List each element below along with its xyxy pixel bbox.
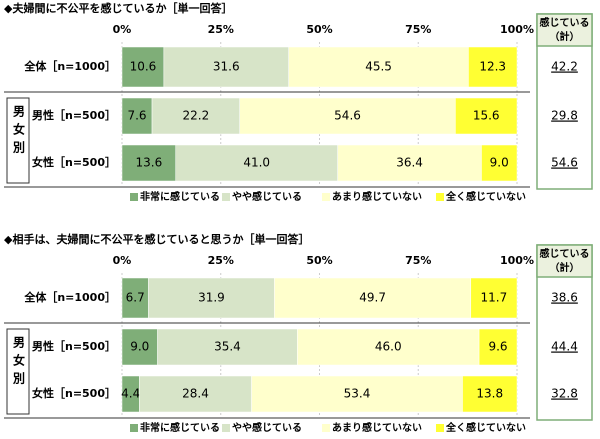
group-box <box>6 328 30 415</box>
bar <box>148 277 275 319</box>
bar <box>121 97 153 135</box>
value-label: 36.4 <box>396 156 423 170</box>
value-label: 31.9 <box>198 291 225 305</box>
x-tick-label: 25% <box>208 23 234 36</box>
value-label: 31.6 <box>213 60 240 74</box>
value-label: 10.6 <box>130 60 157 74</box>
bar <box>455 97 518 135</box>
bar <box>139 375 252 413</box>
x-tick-label: 75% <box>405 23 431 36</box>
value-label: 9.0 <box>130 340 149 354</box>
bar <box>337 144 482 182</box>
value-label: 53.4 <box>344 387 371 401</box>
y-tick-label: 女性［n=500］ <box>32 155 116 169</box>
legend-swatch <box>322 424 330 432</box>
value-label: 28.4 <box>182 387 209 401</box>
value-label: 49.7 <box>359 291 386 305</box>
legend-swatch <box>436 424 444 432</box>
x-tick-label: 50% <box>306 23 332 36</box>
x-tick-label: 100% <box>500 254 534 267</box>
bar <box>462 375 518 413</box>
value-label: 12.3 <box>479 60 506 74</box>
bar <box>157 328 298 366</box>
summary-value: 29.8 <box>551 109 578 123</box>
y-tick-label: 女性［n=500］ <box>32 386 116 400</box>
y-tick-label: 男性［n=500］ <box>32 339 116 353</box>
y-tick-label: 男性［n=500］ <box>32 108 116 122</box>
bar <box>163 46 289 88</box>
summary-value: 54.6 <box>551 156 578 170</box>
bar <box>151 97 240 135</box>
value-label: 54.6 <box>334 109 361 123</box>
value-label: 6.7 <box>126 291 145 305</box>
legend-label: やや感じている <box>232 421 302 434</box>
bar <box>481 144 518 182</box>
legend-swatch <box>130 193 138 201</box>
y-tick-label: 全体［n=1000］ <box>23 59 116 73</box>
value-label: 7.6 <box>127 109 146 123</box>
legend-label: あまり感じていない <box>332 421 422 434</box>
value-label: 9.6 <box>488 340 507 354</box>
summary-header-label: （計） <box>550 261 580 274</box>
summary-header <box>536 244 593 278</box>
summary-value: 44.4 <box>551 340 578 354</box>
legend-label: 非常に感じている <box>140 421 220 434</box>
legend-label: 非常に感じている <box>140 190 220 203</box>
summary-header-label: （計） <box>550 30 580 43</box>
bar <box>297 328 480 366</box>
group-label: 男女別 <box>12 336 26 390</box>
legend-label: 全く感じていない <box>445 190 526 203</box>
legend-swatch <box>322 193 330 201</box>
bar <box>274 277 472 319</box>
group-box <box>6 97 30 184</box>
legend-swatch <box>130 424 138 432</box>
bar <box>478 328 518 366</box>
x-tick-label: 25% <box>208 254 234 267</box>
bar <box>251 375 463 413</box>
summary-value: 32.8 <box>551 387 578 401</box>
bar <box>288 46 469 88</box>
bar <box>121 144 176 182</box>
legend-swatch <box>222 193 230 201</box>
chart-title: ◆夫婦間に不公平を感じているか［単一回答］ <box>4 1 232 15</box>
summary-header <box>536 13 593 47</box>
value-label: 13.8 <box>476 387 503 401</box>
legend-label: やや感じている <box>232 190 302 203</box>
bar <box>121 328 158 366</box>
value-label: 35.4 <box>214 340 241 354</box>
legend-label: 全く感じていない <box>445 421 526 434</box>
chart-title: ◆相手は、夫婦間に不公平を感じていると思うか［単一回答］ <box>4 232 309 246</box>
x-tick-label: 0% <box>113 23 132 36</box>
value-label: 4.4 <box>121 387 140 401</box>
value-label: 46.0 <box>375 340 402 354</box>
value-label: 45.5 <box>365 60 392 74</box>
summary-value: 38.6 <box>551 291 578 305</box>
summary-value: 42.2 <box>551 60 578 74</box>
bar <box>468 46 518 88</box>
group-label: 男女別 <box>12 105 26 159</box>
legend-label: あまり感じていない <box>332 190 422 203</box>
value-label: 15.6 <box>473 109 500 123</box>
bar <box>175 144 338 182</box>
x-tick-label: 0% <box>113 254 132 267</box>
bar <box>470 277 518 319</box>
value-label: 9.0 <box>490 156 509 170</box>
legend-swatch <box>222 424 230 432</box>
legend-swatch <box>436 193 444 201</box>
x-tick-label: 50% <box>306 254 332 267</box>
value-label: 13.6 <box>136 156 163 170</box>
value-label: 11.7 <box>481 291 508 305</box>
value-label: 22.2 <box>183 109 210 123</box>
summary-header-label: 感じている <box>540 16 590 29</box>
x-tick-label: 100% <box>500 23 534 36</box>
y-tick-label: 全体［n=1000］ <box>23 290 116 304</box>
bar <box>239 97 456 135</box>
value-label: 41.0 <box>243 156 270 170</box>
x-tick-label: 75% <box>405 254 431 267</box>
summary-header-label: 感じている <box>540 247 590 260</box>
